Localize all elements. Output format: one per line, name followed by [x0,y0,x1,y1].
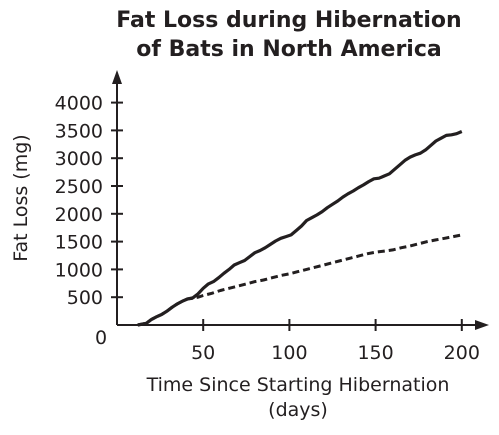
y-axis-arrow [112,70,122,84]
x-ticks: 50 100 150 200 [191,319,480,364]
y-ticks: 500 1000 1500 2000 2500 3000 3500 4000 [55,93,123,309]
y-tick-label: 4000 [55,93,103,115]
axes [112,70,489,330]
x-axis-label-line-1: Time Since Starting Hibernation [146,374,450,396]
x-axis-arrow [475,320,489,330]
series-lines [137,130,463,327]
x-tick-label: 100 [271,342,307,364]
series-line-1-solid [137,130,463,327]
chart-title-line-2: of Bats in North America [136,37,441,62]
y-tick-label: 2500 [55,176,103,198]
series-line-2-dashed [137,233,463,327]
y-tick-label: 2000 [55,204,103,226]
y-tick-label: 1000 [55,259,103,281]
y-tick-label: 1500 [55,232,103,254]
x-tick-label: 150 [357,342,393,364]
y-axis-label: Fat Loss (mg) [10,134,32,261]
y-tick-label: 3000 [55,148,103,170]
x-axis-label-line-2: (days) [268,399,328,421]
y-tick-label: 500 [67,287,103,309]
chart-title-line-1: Fat Loss during Hibernation [116,8,461,33]
origin-label: 0 [95,327,107,349]
x-tick-label: 50 [191,342,215,364]
y-tick-label: 3500 [55,120,103,142]
x-tick-label: 200 [444,342,480,364]
